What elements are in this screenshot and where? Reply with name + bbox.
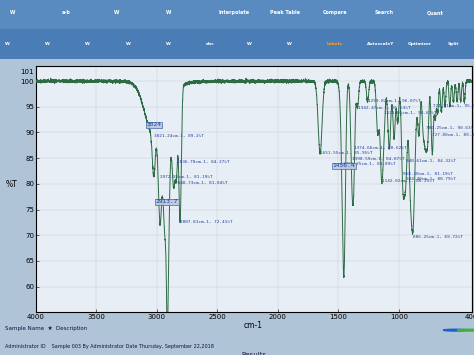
Text: 101: 101 bbox=[20, 69, 33, 75]
Text: 780.25cm-1, 90.63%T: 780.25cm-1, 90.63%T bbox=[426, 126, 474, 130]
X-axis label: cm-1: cm-1 bbox=[244, 321, 263, 330]
FancyBboxPatch shape bbox=[0, 0, 474, 29]
Text: 1342.47cm-1, 95.63%T: 1342.47cm-1, 95.63%T bbox=[357, 106, 410, 110]
Text: Compare: Compare bbox=[322, 10, 347, 15]
Text: W: W bbox=[9, 10, 15, 15]
Circle shape bbox=[443, 329, 467, 331]
Text: W: W bbox=[287, 42, 292, 46]
Text: Results: Results bbox=[241, 352, 266, 355]
Text: Quant: Quant bbox=[427, 10, 444, 15]
Text: 3024: 3024 bbox=[146, 122, 161, 127]
Text: 2913.7: 2913.7 bbox=[156, 200, 179, 204]
Text: 1121.05cm-1, 94.67%T: 1121.05cm-1, 94.67%T bbox=[384, 111, 437, 115]
Text: W: W bbox=[166, 10, 171, 15]
Text: abc: abc bbox=[206, 42, 215, 46]
Text: W: W bbox=[85, 42, 90, 46]
Text: Split: Split bbox=[448, 42, 459, 46]
Text: AutoscaleY: AutoscaleY bbox=[367, 42, 395, 46]
Text: 2972.85cm-1, 81.19%T: 2972.85cm-1, 81.19%T bbox=[160, 175, 212, 179]
Text: 1465.25cm-1, 83.89%T: 1465.25cm-1, 83.89%T bbox=[343, 162, 395, 166]
Circle shape bbox=[457, 329, 474, 331]
Text: 1390.59cm-1, 84.87%T: 1390.59cm-1, 84.87%T bbox=[352, 157, 404, 161]
Text: 2807.81cm-1, 72.41%T: 2807.81cm-1, 72.41%T bbox=[180, 220, 233, 224]
Text: W: W bbox=[114, 10, 119, 15]
Text: 2848.73cm-1, 81.04%T: 2848.73cm-1, 81.04%T bbox=[175, 181, 228, 185]
Text: a-b: a-b bbox=[62, 10, 71, 15]
Text: 727.00cm-1, 89.45%T: 727.00cm-1, 89.45%T bbox=[432, 133, 474, 137]
Text: Peak Table: Peak Table bbox=[270, 10, 300, 15]
Text: 1142.02cm-1, 80.25%T: 1142.02cm-1, 80.25%T bbox=[382, 179, 435, 183]
Text: W: W bbox=[45, 42, 50, 46]
Text: 1259.82cm-1, 96.07%T: 1259.82cm-1, 96.07%T bbox=[368, 99, 420, 103]
Text: 944.40cm-1, 80.79%T: 944.40cm-1, 80.79%T bbox=[406, 177, 456, 181]
Text: Interpolate: Interpolate bbox=[218, 10, 249, 15]
Text: 968.18cm-1, 81.19%T: 968.18cm-1, 81.19%T bbox=[403, 171, 453, 176]
Text: 3021.24cm-1, 89.2%T: 3021.24cm-1, 89.2%T bbox=[154, 133, 204, 138]
FancyBboxPatch shape bbox=[0, 29, 474, 59]
Text: 1374.66cm-1, 80.62%T: 1374.66cm-1, 80.62%T bbox=[354, 146, 406, 150]
Text: 1456.4: 1456.4 bbox=[332, 163, 355, 168]
Text: W: W bbox=[246, 42, 251, 46]
Text: Labels: Labels bbox=[327, 42, 343, 46]
Text: W: W bbox=[5, 42, 9, 46]
Text: 1651.55cm-1, 85.95%T: 1651.55cm-1, 85.95%T bbox=[320, 151, 373, 155]
Y-axis label: %T: %T bbox=[6, 180, 18, 189]
Text: Administrator ID    Sample 003 By Administrator Date Thursday, September 22,2018: Administrator ID Sample 003 By Administr… bbox=[5, 344, 214, 349]
Text: 2836.70cm-1, 84.27%T: 2836.70cm-1, 84.27%T bbox=[176, 160, 229, 164]
Text: 886.25cm-1, 69.72%T: 886.25cm-1, 69.72%T bbox=[413, 235, 463, 239]
Text: 940.61cm-1, 84.32%T: 940.61cm-1, 84.32%T bbox=[407, 159, 456, 163]
Text: W: W bbox=[126, 42, 130, 46]
Text: Search: Search bbox=[374, 10, 393, 15]
Text: Optimizer: Optimizer bbox=[408, 42, 432, 46]
Text: Sample Name  ★  Description: Sample Name ★ Description bbox=[5, 326, 87, 331]
Text: W: W bbox=[166, 42, 171, 46]
Text: 721.91cm-1, 95.09%T: 721.91cm-1, 95.09%T bbox=[433, 104, 474, 108]
